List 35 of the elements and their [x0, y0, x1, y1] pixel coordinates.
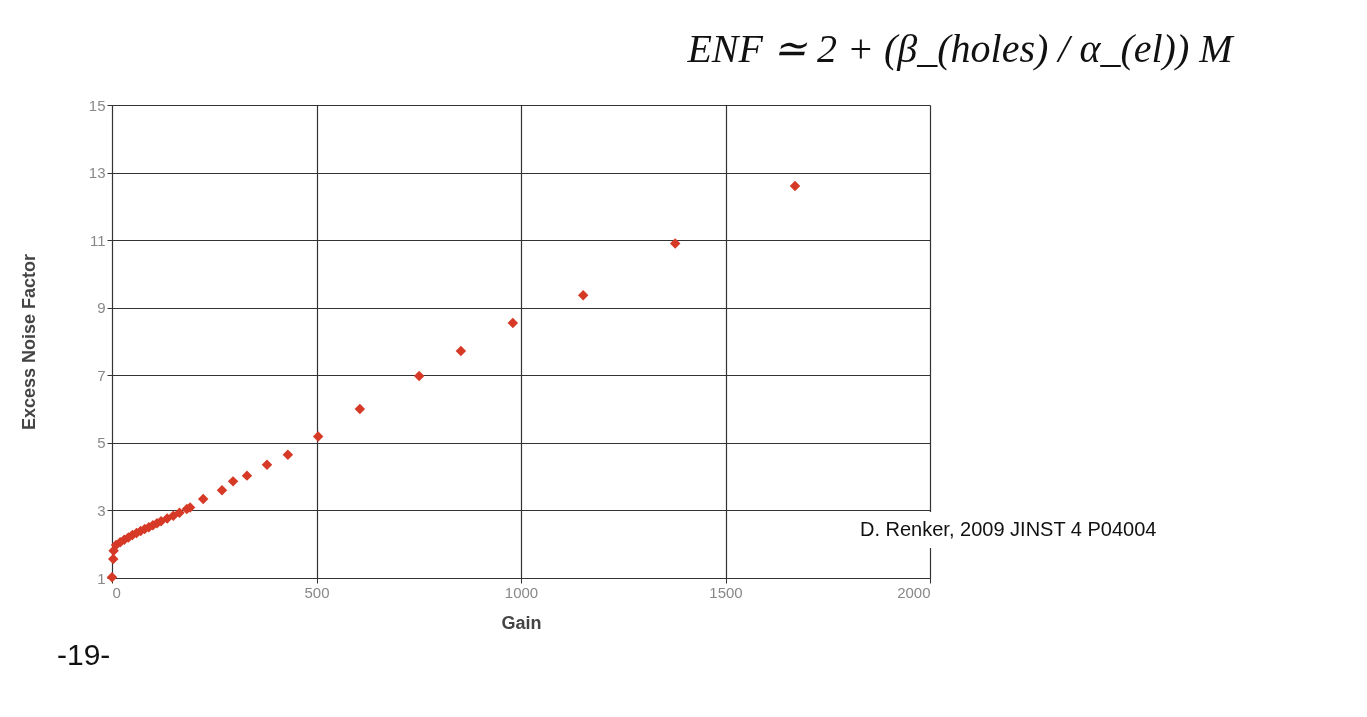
- y-tick-label: 9: [97, 299, 106, 317]
- y-tick-label: 11: [89, 231, 106, 249]
- point: [282, 449, 294, 460]
- text: ENF ≃ 2 + (β_(holes) / α_(el)) M: [686, 26, 1236, 71]
- point: [227, 476, 239, 487]
- y-tick-label: 5: [97, 434, 106, 452]
- y-tick-label: 15: [88, 96, 106, 114]
- y-tick-label: 3: [97, 501, 106, 519]
- y-tick-label: 1: [97, 569, 106, 587]
- y-tick-label: 13: [88, 164, 106, 182]
- point: [354, 403, 366, 415]
- x-axis-title: Gain: [501, 612, 542, 633]
- point: [261, 459, 273, 471]
- point: [413, 370, 425, 382]
- point: [216, 484, 228, 496]
- y-tick-label: 7: [97, 366, 106, 384]
- x-tick-label: 2000: [897, 583, 931, 601]
- point: [107, 553, 119, 565]
- point: [197, 493, 209, 505]
- point: [455, 345, 467, 357]
- point: [789, 180, 801, 192]
- x-tick-label: 1500: [709, 583, 743, 601]
- point: [241, 470, 253, 481]
- point: [174, 507, 185, 519]
- point: [106, 572, 118, 583]
- text: -19-: [57, 638, 111, 671]
- point: [669, 238, 681, 249]
- annotation: D. Renker, 2009 JINST 4 P04004: [860, 518, 1157, 540]
- point: [577, 289, 589, 301]
- point: [312, 431, 324, 442]
- y-axis-title: Excess Noise Factor: [18, 253, 39, 431]
- x-tick-label: 1000: [504, 583, 539, 601]
- x-tick-label: 500: [304, 583, 330, 601]
- x-tick-label: 0: [112, 583, 121, 601]
- point: [507, 317, 519, 329]
